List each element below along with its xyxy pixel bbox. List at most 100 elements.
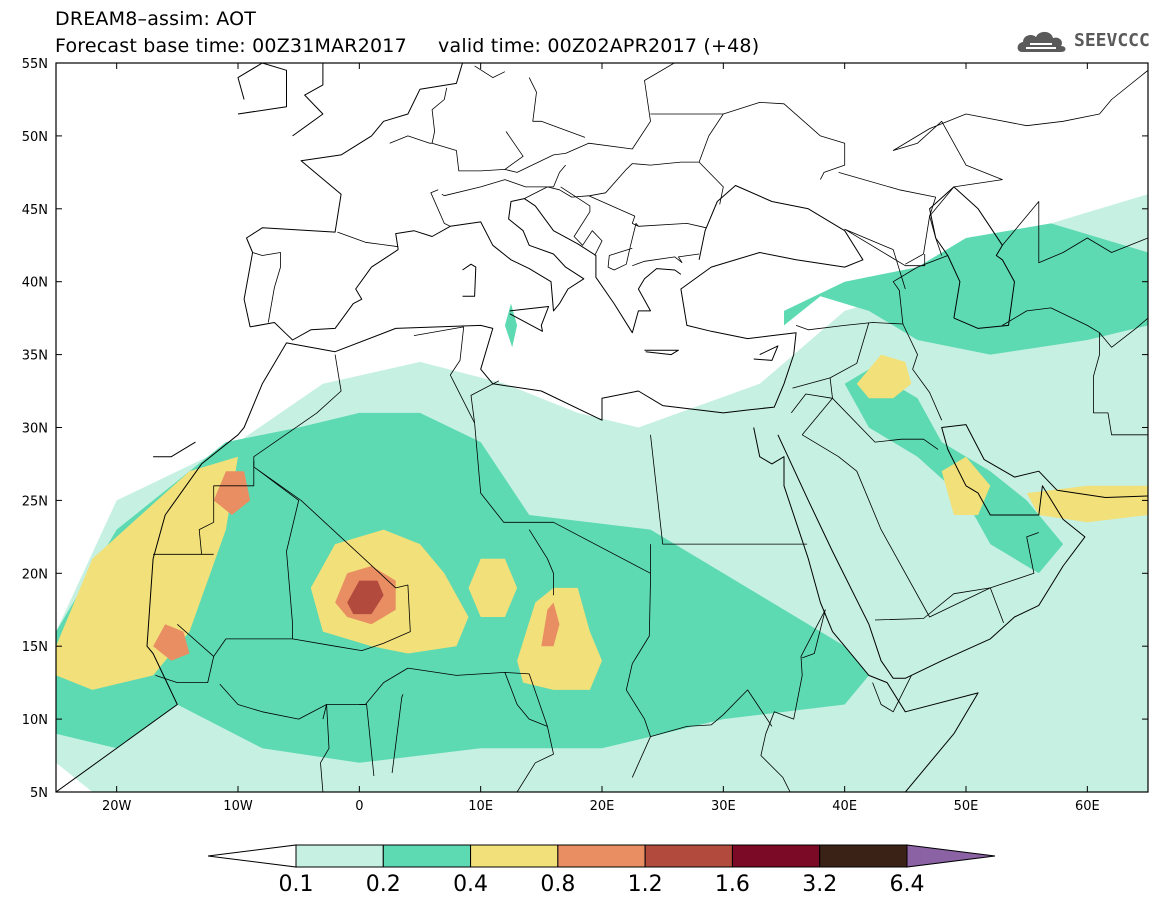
- aot-region-0_4: [56, 456, 238, 690]
- country-border: [528, 529, 554, 596]
- lat-tick-label: 55N: [22, 57, 48, 72]
- country-border: [474, 423, 651, 778]
- country-border: [449, 326, 475, 424]
- country-border: [470, 380, 500, 424]
- logo-text: SEEVCCC: [1074, 30, 1150, 51]
- country-border: [801, 434, 1039, 618]
- coastline: [292, 63, 324, 137]
- axis-ticks: 55N 50N 45N 40N 35N 30N 25N 20N 15N 10N 5N 20W 10W 0 1…: [22, 57, 1148, 814]
- country-border: [253, 354, 411, 651]
- aot-region-1_2: [347, 580, 384, 615]
- country-border: [892, 69, 1148, 256]
- colorbar-segment: [470, 844, 559, 868]
- lat-tick-label: 45N: [22, 203, 48, 218]
- country-border: [902, 323, 943, 421]
- aot-region-0_8: [153, 624, 190, 661]
- coastline: [395, 198, 682, 334]
- country-border: [678, 253, 700, 263]
- colorbar-over-arrow: [906, 844, 996, 868]
- coastlines: [56, 63, 1148, 792]
- lat-tick-label: 15N: [22, 640, 48, 655]
- country-borders: [153, 63, 1148, 792]
- country-border: [389, 135, 433, 144]
- country-border: [650, 689, 773, 737]
- aot-region-0_8: [541, 602, 560, 647]
- colorbar-label: 0.8: [540, 872, 575, 897]
- country-border: [219, 667, 554, 792]
- seevccc-logo: SEEVCCC: [1016, 26, 1156, 58]
- lon-tick-label: 40E: [832, 799, 857, 814]
- colorbar-under-arrow: [207, 844, 297, 868]
- lat-tick-label: 35N: [22, 349, 48, 364]
- aot-region-0_2: [56, 412, 869, 763]
- lon-tick-label: 20W: [102, 799, 132, 814]
- aot-region-0_4: [1026, 485, 1148, 523]
- colorbar-label: 3.2: [802, 872, 837, 897]
- lat-tick-label: 5N: [30, 786, 48, 801]
- chart-subtitle: Forecast base time: 00Z31MAR2017 valid t…: [55, 35, 760, 57]
- country-border: [431, 63, 676, 173]
- country-border: [177, 623, 214, 657]
- coastline: [929, 186, 1015, 329]
- colorbar-label: 0.1: [279, 872, 314, 897]
- colorbar-segment: [382, 844, 472, 868]
- colorbar-segment: [731, 844, 821, 868]
- coastline: [56, 185, 864, 792]
- country-border: [155, 656, 215, 683]
- country-border: [792, 322, 870, 389]
- lat-tick-label: 30N: [22, 422, 48, 437]
- coastline: [250, 249, 399, 341]
- country-border: [1099, 317, 1148, 348]
- coastline: [153, 441, 196, 458]
- colorbar-label: 6.4: [890, 872, 925, 897]
- country-border: [698, 102, 846, 180]
- chart-title: DREAM8–assim: AOT: [55, 8, 257, 30]
- aot-region-0_2: [504, 303, 518, 348]
- lon-tick-label: 10W: [223, 799, 253, 814]
- coastline: [753, 345, 779, 361]
- lon-tick-label: 60E: [1075, 799, 1100, 814]
- country-border: [874, 587, 1004, 624]
- colorbar-segment: [819, 844, 908, 868]
- country-border: [905, 253, 924, 265]
- country-border: [430, 189, 451, 227]
- lat-tick-label: 25N: [22, 494, 48, 509]
- colorbar-segment: [295, 844, 384, 868]
- coastline: [509, 306, 550, 332]
- lat-tick-label: 20N: [22, 567, 48, 582]
- country-border: [431, 87, 448, 144]
- country-border: [872, 675, 912, 713]
- country-border: [391, 694, 404, 774]
- country-border: [441, 164, 566, 197]
- coastline: [462, 263, 477, 297]
- coastline: [777, 424, 1148, 679]
- coastline: [237, 63, 287, 115]
- cloud-icon: [1017, 31, 1066, 52]
- country-border: [474, 65, 506, 78]
- country-border: [413, 326, 464, 336]
- coastline: [753, 427, 979, 792]
- lat-tick-label: 10N: [22, 713, 48, 728]
- country-border: [790, 393, 833, 436]
- country-border: [1002, 307, 1148, 436]
- country-border: [213, 638, 293, 657]
- colorbar-label: 1.2: [628, 872, 663, 897]
- colorbar-label: 0.2: [366, 872, 401, 897]
- aot-region-0_2: [784, 223, 1148, 355]
- colorbar-segment: [557, 844, 646, 868]
- lon-tick-label: 20E: [590, 799, 615, 814]
- lon-tick-label: 50E: [954, 799, 979, 814]
- country-border: [629, 222, 639, 249]
- lat-tick-label: 50N: [22, 130, 48, 145]
- aot-region-0_8: [213, 471, 251, 515]
- country-border: [252, 252, 281, 323]
- country-border: [528, 77, 586, 138]
- country-border: [337, 231, 399, 248]
- lon-tick-label: 30E: [711, 799, 736, 814]
- colorbar-label: 1.6: [715, 872, 750, 897]
- colorbar: 0.1 0.2 0.4 0.8 1.2 1.6 3.2 6.4: [207, 844, 996, 897]
- coastline: [243, 63, 463, 328]
- country-border: [844, 228, 926, 290]
- country-border: [838, 172, 937, 255]
